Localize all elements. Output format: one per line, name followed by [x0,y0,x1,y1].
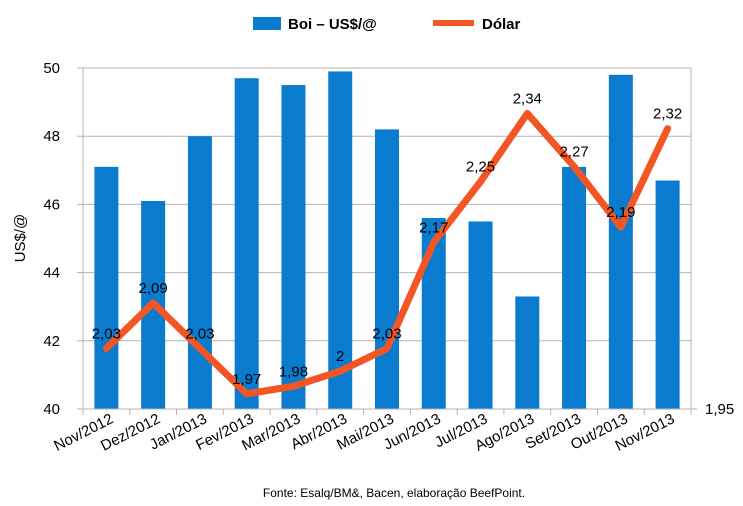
data-label: 1,97 [232,371,261,388]
data-label: 2,19 [606,204,635,221]
bar-series [94,71,680,410]
y-tick-label: 44 [43,265,60,282]
source-note: Fonte: Esalq/BM&, Bacen, elaboração Beef… [263,486,525,500]
bar [608,74,633,409]
legend-swatch-bar [253,17,281,30]
bar [94,166,119,409]
bar [187,136,212,409]
y-tick-label: 50 [43,60,60,77]
y-tick-label: 42 [43,333,60,350]
data-label: 2,17 [419,219,448,236]
data-label: 2,32 [653,106,682,123]
y-axis-title: US$/@ [12,214,29,263]
y-tick-label: 46 [43,196,60,213]
legend-label-bar: Boi – US$/@ [288,16,377,33]
bar [468,221,493,409]
data-label: 2,27 [559,144,588,161]
data-label: 2,25 [466,159,495,176]
bar [234,78,259,409]
data-label: 2 [336,348,344,365]
y-tick-label: 40 [43,401,60,418]
data-label: 2,03 [372,325,401,342]
line-series [102,109,672,398]
bar [375,129,399,409]
y-tick-label: 48 [43,128,60,145]
bar [281,85,306,410]
data-label: 2,09 [139,280,168,297]
legend: Boi – US$/@ Dólar [253,16,521,33]
bar [562,166,587,409]
data-label: 2,03 [185,325,214,342]
bar [655,180,680,409]
dolar-line [102,109,672,398]
data-label: 2,34 [513,90,542,107]
bar [515,296,540,409]
legend-label-line: Dólar [482,16,521,33]
data-labels: 2,03 2,09 2,03 1,97 1,98 2 2,03 2,17 2,25 2,34 2,2… [92,90,682,387]
data-label: 1,98 [279,363,308,380]
data-label: 2,03 [92,325,121,342]
y2-tick-label: 1,95 [705,401,734,418]
bar [328,71,353,409]
